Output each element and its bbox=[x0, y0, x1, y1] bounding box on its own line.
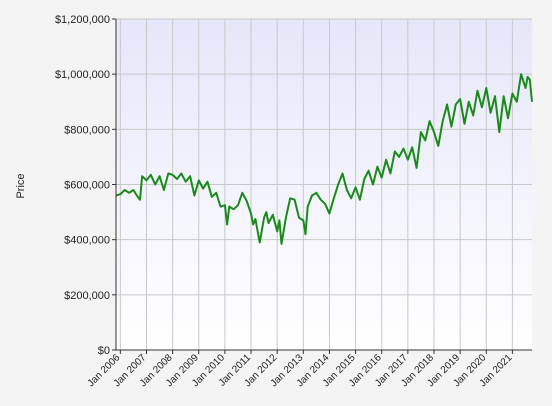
y-tick-label: $200,000 bbox=[64, 290, 110, 302]
price-series-line bbox=[115, 73, 533, 245]
y-axis-label: Price bbox=[15, 173, 27, 198]
y-tick-label: $800,000 bbox=[64, 124, 110, 136]
y-tick-label: $400,000 bbox=[64, 235, 110, 247]
series-layer bbox=[115, 73, 533, 245]
y-tick-label: $0 bbox=[98, 345, 110, 357]
gridlines bbox=[116, 18, 532, 351]
y-tick-label: $600,000 bbox=[64, 180, 110, 192]
y-tick-label: $1,200,000 bbox=[55, 14, 110, 26]
y-tick-label: $1,000,000 bbox=[55, 69, 110, 81]
